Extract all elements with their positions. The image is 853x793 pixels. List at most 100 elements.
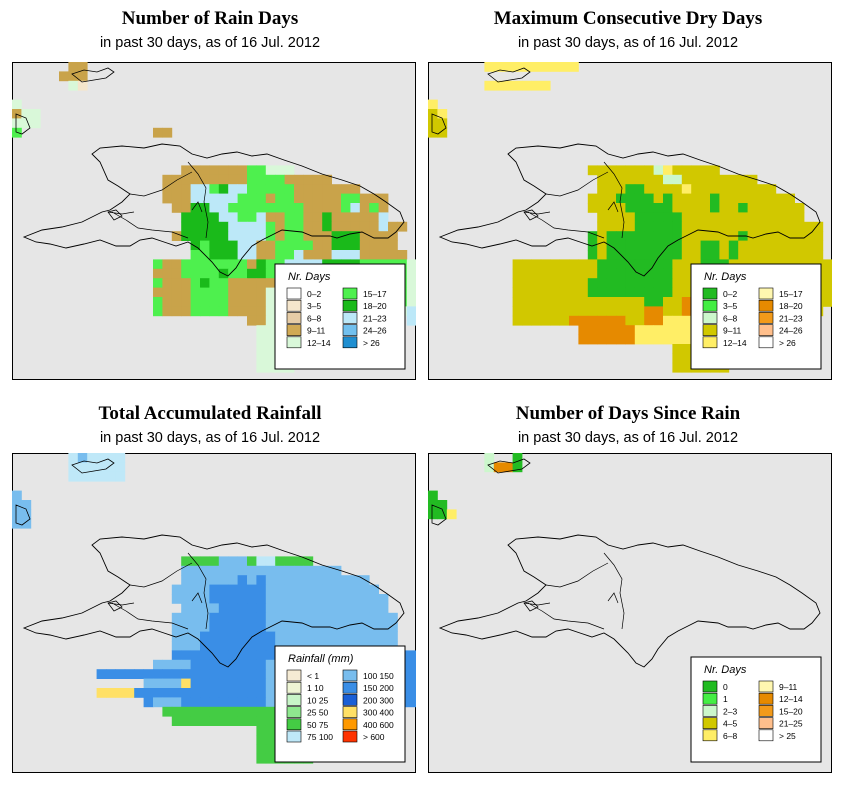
grid-cell xyxy=(275,174,285,185)
grid-cell xyxy=(228,612,238,623)
grid-cell xyxy=(200,165,210,176)
grid-cell xyxy=(597,325,607,335)
grid-cell xyxy=(228,565,238,576)
grid-cell xyxy=(616,315,626,326)
island-outline xyxy=(71,458,115,474)
grid-cell xyxy=(209,231,220,241)
grid-cell xyxy=(124,688,135,698)
grid-cell xyxy=(644,212,654,223)
grid-cell xyxy=(672,212,683,223)
grid-cell xyxy=(171,612,182,623)
legend-title: Rainfall (mm) xyxy=(288,653,354,665)
grid-cell xyxy=(559,259,570,270)
grid-cell xyxy=(218,240,229,251)
grid-cell xyxy=(181,184,191,194)
grid-cell xyxy=(597,268,607,279)
grid-cell xyxy=(247,650,257,661)
grid-cell xyxy=(265,669,276,679)
legend-swatch xyxy=(286,706,302,718)
legend-swatch xyxy=(758,336,774,349)
grid-cell xyxy=(378,250,389,260)
grid-cell xyxy=(294,556,304,567)
grid-cell xyxy=(265,594,276,604)
grid-cell xyxy=(200,603,210,614)
grid-cell xyxy=(747,184,758,194)
grid-cell xyxy=(606,268,617,279)
grid-cell xyxy=(681,193,692,204)
grid-cell xyxy=(359,203,370,213)
grid-cell xyxy=(378,193,389,204)
grid-cell xyxy=(218,565,229,576)
grid-cell xyxy=(531,62,542,72)
grid-cell xyxy=(710,184,720,194)
grid-cell xyxy=(237,212,248,223)
grid-cell xyxy=(218,203,229,213)
grid-cell xyxy=(578,287,589,298)
grid-cell xyxy=(265,716,276,726)
legend-swatch xyxy=(702,717,718,729)
grid-cell xyxy=(663,212,673,223)
grid-cell xyxy=(190,612,201,623)
grid-cell xyxy=(77,471,88,482)
grid-cell xyxy=(237,231,248,241)
map-total-rainfall: Rainfall (mm) < 1 1 10 10 25 25 50 50 75 75 10… xyxy=(12,453,416,773)
grid-cell xyxy=(275,631,285,642)
grid-cell xyxy=(209,706,220,717)
grid-cell xyxy=(96,471,107,482)
grid-cell xyxy=(794,212,805,223)
legend-swatch xyxy=(286,730,302,743)
grid-cell xyxy=(634,212,645,223)
grid-cell xyxy=(200,612,210,623)
grid-cell xyxy=(265,575,276,585)
grid-cell xyxy=(275,193,285,204)
grid-cell xyxy=(512,62,523,72)
grid-cell xyxy=(200,184,210,194)
grid-cell xyxy=(587,193,598,204)
grid-cell xyxy=(616,240,626,251)
grid-cell xyxy=(728,250,739,260)
grid-cell xyxy=(804,221,814,232)
grid-cell xyxy=(256,353,267,364)
grid-cell xyxy=(247,221,257,232)
legend-swatch xyxy=(286,312,302,324)
grid-cell xyxy=(322,612,332,623)
grid-cell xyxy=(237,174,248,185)
grid-cell xyxy=(218,584,229,595)
grid-cell xyxy=(757,240,767,251)
grid-cell xyxy=(209,565,220,576)
grid-cell xyxy=(644,240,654,251)
grid-cell xyxy=(644,297,654,307)
grid-cell xyxy=(218,612,229,623)
grid-cell xyxy=(171,268,182,279)
legend-label: 150 200 xyxy=(363,683,394,693)
grid-cell xyxy=(209,165,220,176)
grid-cell xyxy=(644,268,654,279)
grid-cell xyxy=(625,231,636,241)
grid-cell xyxy=(265,678,276,689)
grid-cell xyxy=(171,716,182,726)
grid-cell xyxy=(209,622,220,632)
legend-swatch xyxy=(286,287,302,300)
grid-cell xyxy=(738,250,748,260)
grid-cell xyxy=(700,212,711,223)
grid-cell xyxy=(284,556,295,567)
grid-cell xyxy=(634,287,645,298)
grid-cell xyxy=(550,278,560,288)
grid-cell xyxy=(190,165,201,176)
grid-cell xyxy=(284,184,295,194)
grid-cell xyxy=(587,250,598,260)
grid-cell xyxy=(77,62,88,72)
grid-cell xyxy=(322,193,332,204)
grid-cell xyxy=(388,221,398,232)
grid-cell xyxy=(341,612,351,623)
legend-label: 12–14 xyxy=(307,338,331,348)
grid-cell xyxy=(653,287,664,298)
grid-cell xyxy=(341,250,351,260)
grid-cell xyxy=(284,193,295,204)
legend-label: 9–11 xyxy=(723,326,742,336)
grid-cell xyxy=(209,688,220,698)
grid-cell xyxy=(171,278,182,288)
grid-cell xyxy=(747,221,758,232)
grid-cell xyxy=(256,688,267,698)
grid-cell xyxy=(312,603,323,614)
